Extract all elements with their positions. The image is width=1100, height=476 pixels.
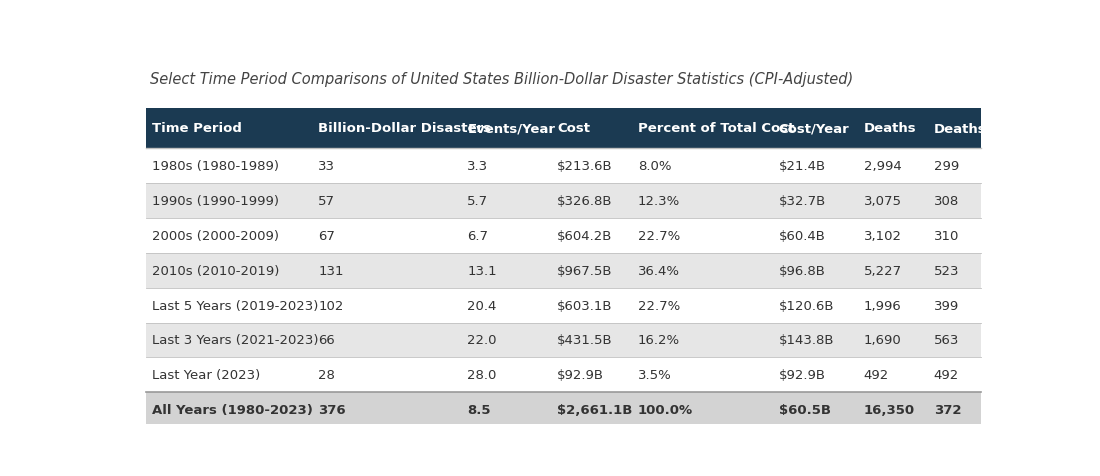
- Text: 5.7: 5.7: [468, 195, 488, 208]
- Text: 8.0%: 8.0%: [638, 159, 671, 173]
- Text: 36.4%: 36.4%: [638, 264, 680, 277]
- Text: 66: 66: [318, 334, 336, 347]
- Text: Last Year (2023): Last Year (2023): [152, 368, 261, 382]
- Bar: [146, 288, 981, 323]
- Text: $60.4B: $60.4B: [779, 229, 825, 242]
- Text: $32.7B: $32.7B: [779, 195, 826, 208]
- Text: 33: 33: [318, 159, 336, 173]
- Bar: [146, 109, 981, 149]
- Text: 102: 102: [318, 299, 343, 312]
- Text: Cost/Year: Cost/Year: [779, 122, 849, 135]
- Bar: [146, 357, 981, 393]
- Text: $967.5B: $967.5B: [557, 264, 613, 277]
- Text: 492: 492: [864, 368, 889, 382]
- Text: $213.6B: $213.6B: [557, 159, 613, 173]
- Text: $326.8B: $326.8B: [557, 195, 613, 208]
- Text: 376: 376: [318, 403, 345, 416]
- Text: Billion-Dollar Disasters: Billion-Dollar Disasters: [318, 122, 492, 135]
- Text: $431.5B: $431.5B: [557, 334, 613, 347]
- Text: Percent of Total Cost: Percent of Total Cost: [638, 122, 794, 135]
- Text: 299: 299: [934, 159, 959, 173]
- Text: 1990s (1990-1999): 1990s (1990-1999): [152, 195, 279, 208]
- Text: $2,661.1B: $2,661.1B: [557, 403, 632, 416]
- Bar: [146, 323, 981, 357]
- Text: $92.9B: $92.9B: [557, 368, 604, 382]
- Text: 2010s (2010-2019): 2010s (2010-2019): [152, 264, 279, 277]
- Text: 5,227: 5,227: [864, 264, 902, 277]
- Text: Deaths/Year: Deaths/Year: [934, 122, 1024, 135]
- Text: 131: 131: [318, 264, 343, 277]
- Text: 6.7: 6.7: [468, 229, 488, 242]
- Text: 3,102: 3,102: [864, 229, 902, 242]
- Text: Events/Year: Events/Year: [468, 122, 556, 135]
- Text: 100.0%: 100.0%: [638, 403, 693, 416]
- Text: 372: 372: [934, 403, 961, 416]
- Text: 22.7%: 22.7%: [638, 299, 680, 312]
- Text: 1980s (1980-1989): 1980s (1980-1989): [152, 159, 279, 173]
- Text: 28.0: 28.0: [468, 368, 497, 382]
- Text: $96.8B: $96.8B: [779, 264, 825, 277]
- Text: Time Period: Time Period: [152, 122, 242, 135]
- Text: 2000s (2000-2009): 2000s (2000-2009): [152, 229, 279, 242]
- Bar: [146, 218, 981, 253]
- Text: 2,994: 2,994: [864, 159, 902, 173]
- Text: 3,075: 3,075: [864, 195, 902, 208]
- Text: 22.7%: 22.7%: [638, 229, 680, 242]
- Text: 308: 308: [934, 195, 959, 208]
- Text: $120.6B: $120.6B: [779, 299, 834, 312]
- Text: Select Time Period Comparisons of United States Billion-Dollar Disaster Statisti: Select Time Period Comparisons of United…: [151, 72, 854, 87]
- Text: $60.5B: $60.5B: [779, 403, 830, 416]
- Text: 20.4: 20.4: [468, 299, 497, 312]
- Text: 22.0: 22.0: [468, 334, 497, 347]
- Text: 13.1: 13.1: [468, 264, 497, 277]
- Bar: [146, 149, 981, 184]
- Text: 57: 57: [318, 195, 336, 208]
- Text: Last 3 Years (2021-2023): Last 3 Years (2021-2023): [152, 334, 319, 347]
- Text: $143.8B: $143.8B: [779, 334, 834, 347]
- Text: Deaths: Deaths: [864, 122, 916, 135]
- Text: 3.3: 3.3: [468, 159, 488, 173]
- Text: 1,996: 1,996: [864, 299, 902, 312]
- Text: 563: 563: [934, 334, 959, 347]
- Text: All Years (1980-2023): All Years (1980-2023): [152, 403, 312, 416]
- Text: $92.9B: $92.9B: [779, 368, 826, 382]
- Text: 3.5%: 3.5%: [638, 368, 672, 382]
- Text: 8.5: 8.5: [468, 403, 491, 416]
- Text: $604.2B: $604.2B: [557, 229, 613, 242]
- Bar: [146, 184, 981, 218]
- Text: 492: 492: [934, 368, 959, 382]
- Text: $603.1B: $603.1B: [557, 299, 613, 312]
- Text: 28: 28: [318, 368, 336, 382]
- Text: 310: 310: [934, 229, 959, 242]
- Text: 1,690: 1,690: [864, 334, 902, 347]
- Text: Last 5 Years (2019-2023): Last 5 Years (2019-2023): [152, 299, 318, 312]
- Text: 12.3%: 12.3%: [638, 195, 680, 208]
- Text: Cost: Cost: [557, 122, 590, 135]
- Bar: [146, 393, 981, 427]
- Text: 16.2%: 16.2%: [638, 334, 680, 347]
- Text: 16,350: 16,350: [864, 403, 915, 416]
- Bar: [146, 253, 981, 288]
- Text: 67: 67: [318, 229, 336, 242]
- Text: 399: 399: [934, 299, 959, 312]
- Text: 523: 523: [934, 264, 959, 277]
- Text: $21.4B: $21.4B: [779, 159, 826, 173]
